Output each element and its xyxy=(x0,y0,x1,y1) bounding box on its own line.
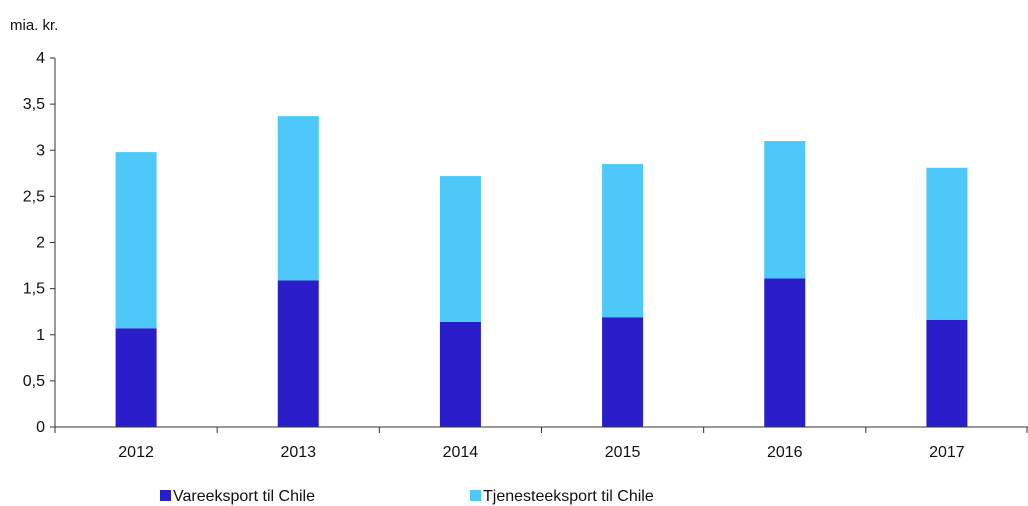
x-tick-label: 2012 xyxy=(118,444,154,461)
y-tick-label: 1 xyxy=(36,327,45,344)
y-tick-label: 4 xyxy=(36,50,45,67)
bar-vareeksport-2015 xyxy=(602,317,644,427)
legend-label: Tjenesteeksport til Chile xyxy=(483,488,654,505)
x-tick-label: 2014 xyxy=(443,444,479,461)
bar-tjenesteeksport-2014 xyxy=(439,176,481,322)
y-tick-label: 2 xyxy=(36,235,45,252)
y-axis: 0 0,5 1 1,5 2 2,5 3 3,5 4 xyxy=(23,50,56,436)
bar-vareeksport-2013 xyxy=(277,280,319,427)
bar-tjenesteeksport-2017 xyxy=(926,167,968,320)
bars xyxy=(115,116,968,427)
y-tick-label: 1,5 xyxy=(23,281,45,298)
y-tick-label: 0 xyxy=(36,419,45,436)
bar-tjenesteeksport-2013 xyxy=(277,116,319,281)
legend-swatch xyxy=(470,490,481,501)
y-tick-label: 2,5 xyxy=(23,188,45,205)
y-tick-label: 3,5 xyxy=(23,96,45,113)
bar-vareeksport-2016 xyxy=(764,278,806,427)
legend-label: Vareeksport til Chile xyxy=(173,488,315,505)
bar-vareeksport-2014 xyxy=(439,321,481,427)
bar-tjenesteeksport-2016 xyxy=(764,141,806,279)
y-axis-unit-label: mia. kr. xyxy=(10,17,58,34)
x-tick-label: 2016 xyxy=(767,444,803,461)
bar-vareeksport-2017 xyxy=(926,319,968,427)
x-tick-label: 2015 xyxy=(605,444,641,461)
bar-tjenesteeksport-2015 xyxy=(602,164,644,318)
x-axis: 2012 2013 2014 2015 2016 2017 xyxy=(54,426,1028,461)
x-tick-label: 2017 xyxy=(929,444,965,461)
y-tick-label: 3 xyxy=(36,142,45,159)
legend-swatch xyxy=(160,490,171,501)
bar-vareeksport-2012 xyxy=(115,328,157,427)
legend: Vareeksport til Chile Tjenesteeksport til… xyxy=(160,488,654,505)
x-tick-label: 2013 xyxy=(280,444,316,461)
bar-tjenesteeksport-2012 xyxy=(115,152,157,329)
y-tick-label: 0,5 xyxy=(23,373,45,390)
